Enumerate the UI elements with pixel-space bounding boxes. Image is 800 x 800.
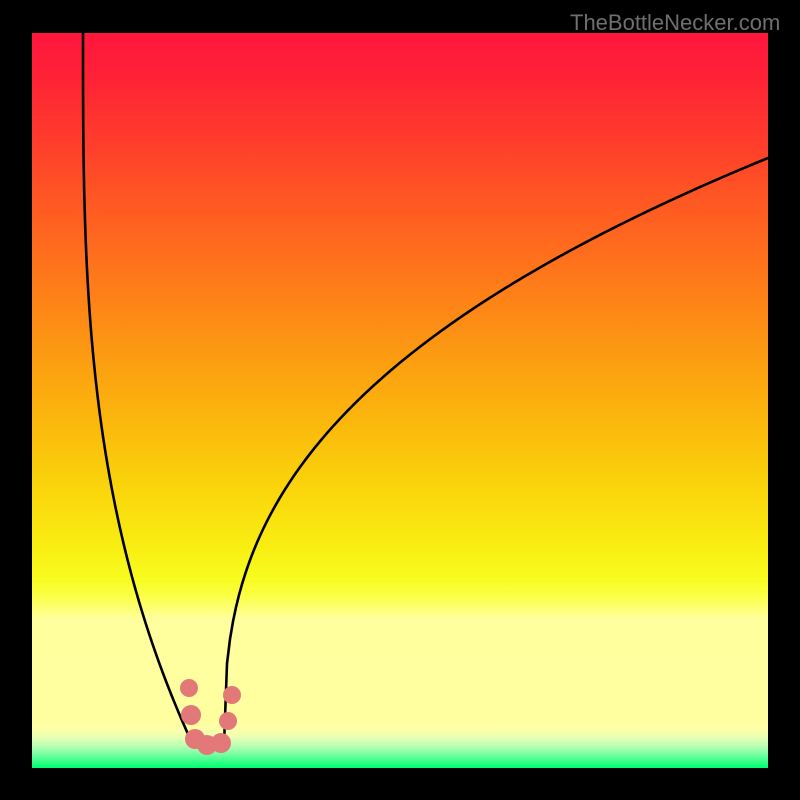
dip-marker-dot <box>223 686 241 704</box>
plot-svg <box>32 33 768 768</box>
dip-marker-dot <box>180 679 198 697</box>
dip-marker-dot <box>219 712 237 730</box>
chart-frame: TheBottleNecker.com <box>0 0 800 800</box>
plot-area <box>32 33 768 768</box>
watermark-text: TheBottleNecker.com <box>570 10 780 36</box>
dip-marker-dot <box>181 705 201 725</box>
dip-marker-dot <box>211 733 231 753</box>
gradient-background <box>32 33 768 768</box>
